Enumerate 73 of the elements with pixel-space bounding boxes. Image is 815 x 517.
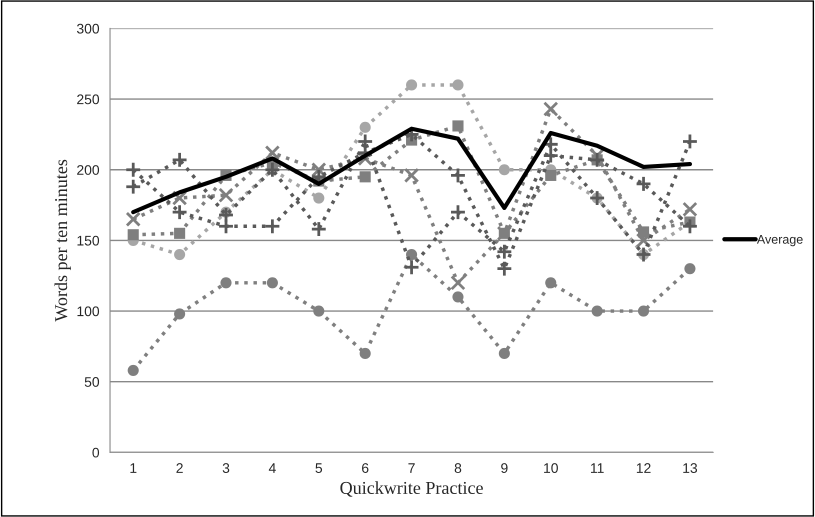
point xyxy=(450,204,466,220)
x-tick-label: 12 xyxy=(636,463,651,473)
y-tick-label: 250 xyxy=(77,94,100,104)
point xyxy=(220,277,232,288)
point xyxy=(174,308,186,320)
point xyxy=(496,260,513,277)
y-tick-label: 0 xyxy=(92,448,100,458)
point xyxy=(452,79,464,91)
point xyxy=(588,190,606,206)
point xyxy=(174,248,186,260)
x-tick-label: 10 xyxy=(544,463,558,473)
point xyxy=(171,152,188,168)
x-tick-label: 7 xyxy=(408,463,415,473)
line-series xyxy=(131,126,692,214)
point xyxy=(264,218,281,235)
point xyxy=(450,167,466,184)
y-tick-label: 150 xyxy=(77,236,100,246)
y-tick-label: 300 xyxy=(76,24,100,34)
y-axis-title: Words per ten minutes xyxy=(54,160,71,322)
legend-label: Average xyxy=(756,235,803,246)
x-axis-title: Quickwrite Practice xyxy=(340,481,483,497)
y-tick-label: 100 xyxy=(77,306,100,316)
point xyxy=(452,120,464,132)
x-tick-label: 11 xyxy=(590,463,604,473)
point xyxy=(406,248,418,260)
point xyxy=(313,306,324,317)
point xyxy=(360,122,371,133)
point xyxy=(684,263,696,274)
point xyxy=(682,202,698,217)
point xyxy=(171,204,188,220)
point xyxy=(636,232,652,248)
point xyxy=(498,164,510,176)
x-tick-label: 2 xyxy=(176,463,183,473)
point xyxy=(403,258,420,276)
x-tick-label: 1 xyxy=(130,463,136,473)
point xyxy=(496,243,513,260)
point xyxy=(266,277,278,288)
point xyxy=(635,176,652,192)
y-tick-label: 50 xyxy=(84,377,100,387)
point xyxy=(452,291,464,302)
point xyxy=(360,171,371,182)
point xyxy=(450,275,466,290)
point xyxy=(360,348,371,360)
point xyxy=(542,147,560,164)
x-tick-label: 3 xyxy=(222,463,230,473)
x-tick-label: 8 xyxy=(454,463,462,473)
point xyxy=(313,192,324,204)
point xyxy=(218,188,234,203)
x-tick-label: 9 xyxy=(501,463,508,473)
point xyxy=(128,364,139,376)
point xyxy=(310,220,328,238)
point xyxy=(124,178,142,196)
point xyxy=(592,306,603,317)
x-tick-label: 6 xyxy=(362,463,368,473)
point xyxy=(588,152,606,168)
point xyxy=(264,145,280,160)
point xyxy=(174,228,186,239)
point xyxy=(404,168,420,184)
point xyxy=(498,348,510,360)
point xyxy=(682,133,698,150)
point xyxy=(218,218,234,235)
point xyxy=(543,101,558,117)
x-tick-label: 5 xyxy=(315,463,322,473)
point xyxy=(406,79,418,91)
point xyxy=(128,229,139,240)
point xyxy=(682,218,698,235)
point xyxy=(545,277,556,288)
point xyxy=(638,306,650,317)
point xyxy=(545,170,556,181)
x-tick-label: 13 xyxy=(683,463,698,473)
point xyxy=(124,161,142,178)
y-tick-label: 200 xyxy=(77,165,100,175)
x-tick-label: 4 xyxy=(268,463,276,473)
